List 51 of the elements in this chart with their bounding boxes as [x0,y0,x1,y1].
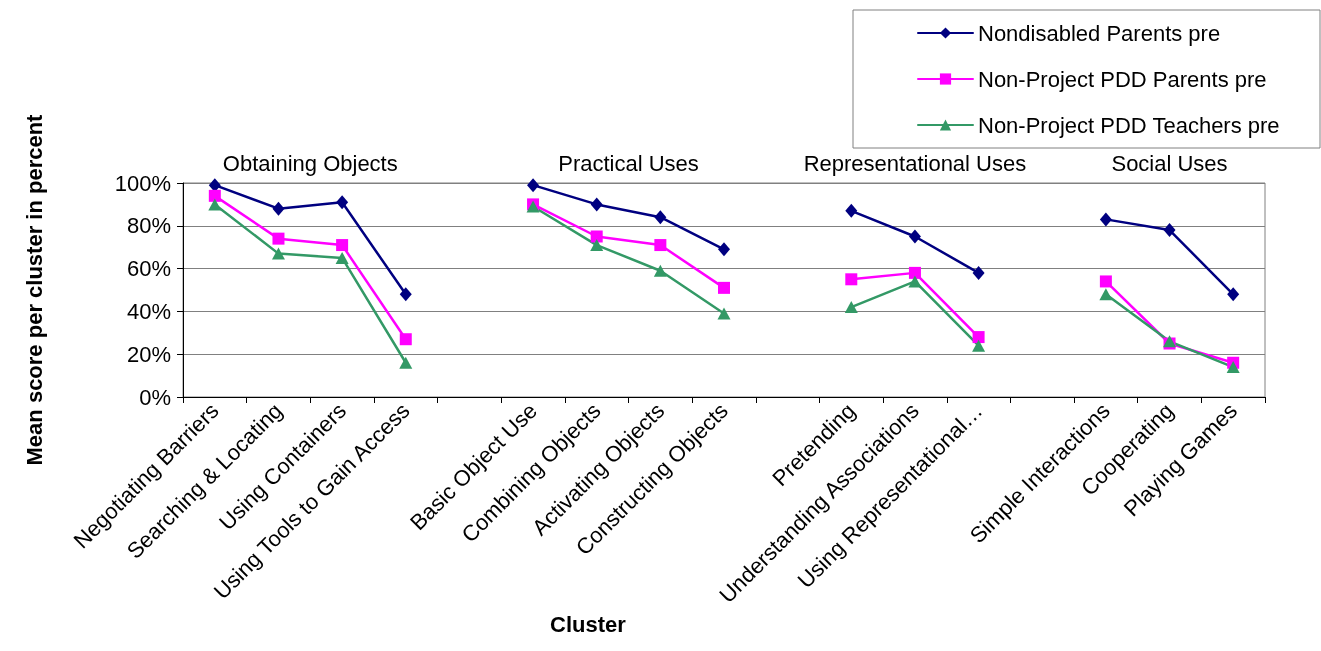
point [845,203,858,218]
x-axis-title: Cluster [550,611,627,637]
text: Obtaining Objects [222,150,398,176]
point [336,239,349,252]
point [1227,287,1240,302]
point [717,307,731,320]
y-tick-label: 80% [126,213,171,239]
y-tick-label: 100% [114,170,171,196]
point [271,247,285,260]
point [718,281,730,294]
point [718,242,730,257]
point [654,210,667,225]
point [1226,361,1240,374]
legend-label: Non-Project PDD Parents pre [978,66,1267,92]
y-tick-label: 20% [126,341,171,367]
point [1099,288,1113,301]
point [399,287,412,302]
point [1163,223,1176,238]
legend-label: Non-Project PDD Teachers pre [978,112,1280,138]
text: Social Uses [1111,150,1228,176]
point [845,273,858,286]
point [844,301,858,314]
point [972,265,985,280]
point [590,197,603,212]
point [527,178,540,193]
point [972,331,985,344]
point [208,189,221,202]
point [908,275,922,288]
point [399,356,413,369]
point [272,232,285,245]
text: Representational Uses [803,150,1027,176]
y-tick-label: 40% [126,298,171,324]
legend-label: Nondisabled Parents pre [978,20,1221,46]
text: Practical Uses [558,150,699,176]
point [908,229,921,244]
point [590,239,604,252]
point [1099,275,1112,288]
point [590,230,603,243]
point [208,198,222,211]
point [908,266,921,279]
point [653,264,667,277]
point [972,339,986,352]
y-tick-label: 60% [126,256,171,282]
point [654,239,667,252]
y-axis-title: Mean score per cluster in percent [21,113,47,466]
point [399,333,412,346]
point [1099,212,1112,227]
point [272,201,285,216]
point [336,195,349,210]
point [335,251,349,264]
y-tick-label: 0% [139,384,171,410]
